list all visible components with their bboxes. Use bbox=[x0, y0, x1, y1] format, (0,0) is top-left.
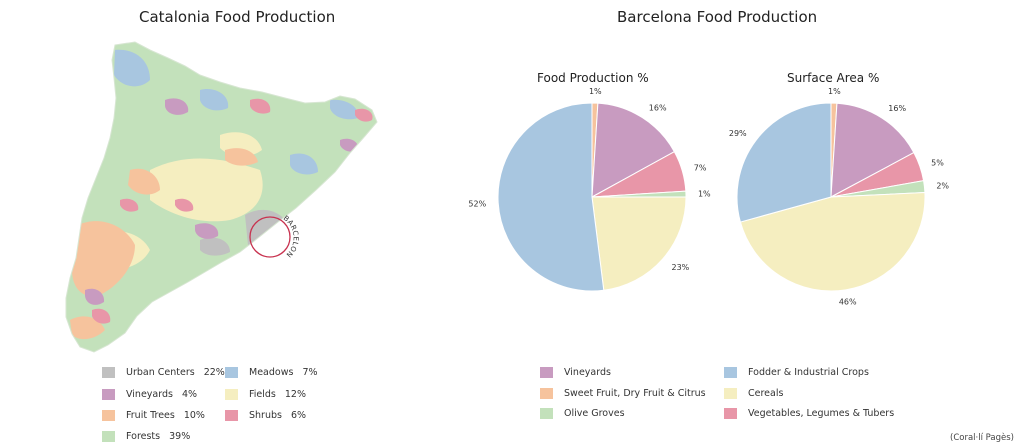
legend-swatch bbox=[540, 388, 553, 399]
pie-data-label: 7% bbox=[694, 163, 707, 172]
map-legend-item: Fields 12% bbox=[225, 389, 306, 400]
legend-swatch bbox=[225, 410, 238, 421]
pie-slice bbox=[497, 102, 605, 292]
legend-swatch bbox=[102, 431, 115, 442]
legend-swatch bbox=[102, 389, 115, 400]
legend-value: 7% bbox=[302, 367, 318, 378]
legend-label: Vegetables, Legumes & Tubers bbox=[748, 408, 895, 419]
pie-data-label: 1% bbox=[589, 87, 602, 96]
legend-value: 10% bbox=[183, 410, 205, 421]
legend-label: Vineyards bbox=[564, 367, 611, 378]
legend-value: 6% bbox=[290, 410, 307, 421]
pie-data-label: 29% bbox=[729, 129, 747, 138]
map-title: Catalonia Food Production bbox=[139, 8, 336, 26]
legend-value: 4% bbox=[181, 389, 198, 400]
pie-slice bbox=[739, 192, 926, 292]
legend-label: Vineyards bbox=[126, 389, 173, 400]
pie-legend-item: Vineyards bbox=[540, 367, 611, 378]
pie-data-label: 16% bbox=[649, 104, 667, 113]
map-legend-item: Forests 39% bbox=[102, 431, 190, 442]
legend-label: Fodder & Industrial Crops bbox=[748, 367, 869, 378]
pie-legend-item: Sweet Fruit, Dry Fruit & Citrus bbox=[540, 388, 706, 399]
legend-swatch bbox=[540, 408, 553, 419]
map-legend-item: Urban Centers 22% bbox=[102, 367, 225, 378]
pie-data-label: 5% bbox=[931, 158, 944, 167]
pie-data-label: 52% bbox=[468, 200, 486, 209]
legend-label: Urban Centers bbox=[126, 367, 195, 378]
legend-label: Fields bbox=[249, 389, 276, 400]
pie-slice bbox=[591, 102, 676, 198]
legend-value: 22% bbox=[203, 367, 225, 378]
legend-label: Shrubs bbox=[249, 410, 282, 421]
legend-swatch bbox=[724, 367, 737, 378]
map-legend-item: Meadows 7% bbox=[225, 367, 318, 378]
pie-legend-item: Cereals bbox=[724, 388, 783, 399]
legend-swatch bbox=[102, 367, 115, 378]
legend-label: Forests bbox=[126, 431, 161, 442]
legend-swatch bbox=[724, 388, 737, 399]
legend-value: 39% bbox=[169, 431, 191, 442]
legend-label: Cereals bbox=[748, 388, 784, 399]
legend-swatch bbox=[540, 367, 553, 378]
map-legend-item: Fruit Trees 10% bbox=[102, 410, 205, 421]
pie-slice bbox=[736, 102, 832, 223]
legend-swatch bbox=[225, 367, 238, 378]
legend-value: 12% bbox=[284, 389, 307, 400]
pie-data-label: 1% bbox=[698, 190, 711, 199]
pie1-title: Food Production % bbox=[537, 71, 649, 85]
legend-label: Meadows bbox=[249, 367, 294, 378]
pie-data-label: 1% bbox=[828, 87, 841, 96]
barcelona-marker bbox=[249, 216, 291, 258]
pie-data-label: 23% bbox=[672, 263, 690, 272]
legend-swatch bbox=[724, 408, 737, 419]
legend-label: Fruit Trees bbox=[126, 410, 175, 421]
map-legend-item: Vineyards 4% bbox=[102, 389, 197, 400]
pie2-title: Surface Area % bbox=[787, 71, 880, 85]
pie-slice bbox=[591, 196, 687, 291]
pie-legend-item: Fodder & Industrial Crops bbox=[724, 367, 869, 378]
pie-legend-item: Olive Groves bbox=[540, 408, 625, 419]
pie-slice bbox=[830, 102, 915, 198]
legend-label: Olive Groves bbox=[564, 408, 625, 419]
map-legend-item: Shrubs 6% bbox=[225, 410, 306, 421]
legend-swatch bbox=[102, 410, 115, 421]
pie-legend-item: Vegetables, Legumes & Tubers bbox=[724, 408, 894, 419]
pie-data-label: 46% bbox=[839, 298, 857, 307]
legend-swatch bbox=[225, 389, 238, 400]
credit: (Coral·lí Pagès) bbox=[950, 433, 1014, 443]
pie-data-label: 16% bbox=[888, 104, 906, 113]
barcelona-title: Barcelona Food Production bbox=[617, 8, 818, 26]
legend-label: Sweet Fruit, Dry Fruit & Citrus bbox=[564, 388, 706, 399]
pie-data-label: 2% bbox=[936, 181, 949, 190]
